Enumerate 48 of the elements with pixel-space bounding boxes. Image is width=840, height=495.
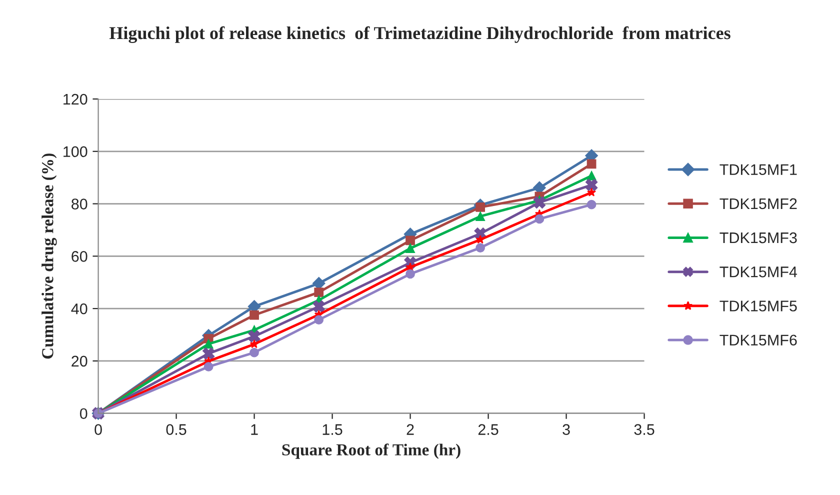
point — [476, 212, 486, 222]
y-tick-label: 100 — [64, 146, 88, 158]
y-axis-title: Cumulative drug release (%) — [42, 154, 57, 359]
y-tick-label: 0 — [80, 408, 88, 420]
point — [406, 269, 415, 279]
legend-label: TDK15MF3 — [720, 232, 797, 244]
y-tick-label: 120 — [64, 94, 88, 105]
point — [586, 200, 596, 210]
legend-label: TDK15MF5 — [720, 300, 797, 312]
point — [250, 339, 259, 348]
point — [250, 310, 259, 320]
x-axis-title: Square Root of Time (hr) — [282, 444, 460, 459]
x-tick-label: 1.5 — [322, 424, 342, 435]
x-tick-label: 2.5 — [478, 424, 498, 435]
x-tick-label: 2 — [406, 424, 414, 435]
point — [202, 348, 215, 360]
point — [534, 214, 544, 224]
point — [406, 244, 415, 253]
x-tick-label: 0 — [94, 424, 102, 435]
point — [314, 315, 324, 324]
point — [586, 159, 596, 169]
point — [533, 196, 546, 209]
point — [476, 202, 486, 212]
point — [204, 339, 214, 349]
x-tick-label: 1 — [251, 424, 258, 435]
x-tick-label: 3.5 — [634, 424, 654, 435]
legend-label: TDK15MF4 — [720, 266, 798, 278]
x-tick-label: 3 — [562, 424, 570, 435]
point — [476, 243, 486, 252]
chart-title: Higuchi plot of release kinetics of Trimetazidine Dihydrochloride from matrices — [109, 26, 730, 43]
point — [476, 234, 485, 244]
point — [312, 276, 326, 290]
legend-label: TDK15MF6 — [720, 334, 797, 346]
point — [406, 236, 415, 246]
y-tick-label: 80 — [72, 198, 88, 210]
y-tick-label: 60 — [72, 251, 88, 262]
legend-label: TDK15MF1 — [720, 164, 797, 176]
point — [587, 188, 596, 196]
point — [248, 330, 260, 342]
point — [314, 288, 324, 297]
x-tick-label: 0.5 — [166, 424, 186, 435]
point — [204, 362, 214, 372]
y-tick-label: 20 — [72, 356, 88, 367]
point — [312, 300, 325, 313]
y-tick-label: 40 — [71, 303, 88, 314]
point — [585, 178, 598, 191]
legend-label: TDK15MF2 — [720, 198, 797, 210]
point — [250, 348, 259, 358]
